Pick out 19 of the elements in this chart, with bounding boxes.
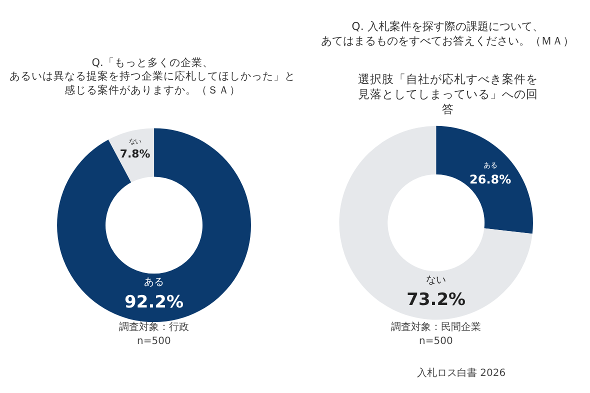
text: 調査対象：行政 (119, 321, 189, 333)
text: n=500 (137, 336, 171, 347)
slice-label: ない (426, 274, 446, 286)
slice-label: ある (144, 277, 164, 288)
donut-slice (57, 128, 251, 322)
donut-slice (436, 126, 533, 234)
data-label: 26.8% (470, 172, 512, 186)
chart-title: Q. 入札案件を探す際の課題について、あてはまるものをすべてお答えください。（ＭＡ） (321, 20, 574, 48)
donut-slice (339, 126, 532, 320)
data-label: 92.2% (124, 292, 184, 312)
chart-subtitle: 選択肢「自社が応札すべき案件を見落としてしまっている」への回答 (358, 72, 538, 116)
slice-label: ある (483, 160, 498, 170)
data-label: 73.2% (406, 290, 466, 310)
text: 入札ロス白書 2026 (417, 367, 506, 379)
text: 調査対象：民間企業 (391, 321, 481, 333)
data-label: 7.8% (120, 148, 150, 161)
text: n=500 (419, 336, 453, 347)
chart-title: Q.「もっと多くの企業、あるいは異なる提案を持つ企業に応札してほしかった」と感じる案件がありますか。（ＳＡ） (10, 57, 296, 96)
donut-slice (108, 128, 154, 182)
